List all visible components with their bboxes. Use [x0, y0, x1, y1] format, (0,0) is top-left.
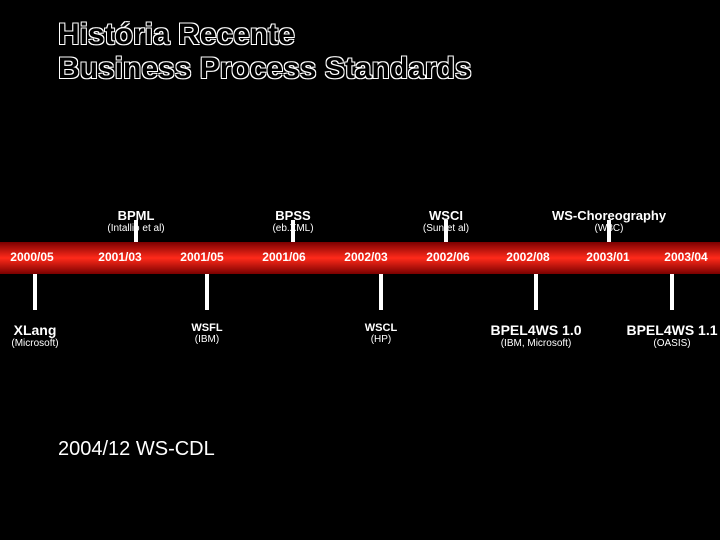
standard-name: BPEL4WS 1.0 [490, 322, 581, 338]
timeline-date: 2003/04 [664, 250, 707, 264]
standard-below: WSCL(HP) [365, 322, 397, 345]
timeline-tick-bottom [205, 274, 209, 310]
slide-title: História Recente Business Process Standa… [58, 18, 472, 85]
title-line-1: História Recente [58, 18, 295, 51]
timeline-date: 2002/06 [426, 250, 469, 264]
standard-below: WSFL(IBM) [191, 322, 222, 345]
timeline-date: 2001/05 [180, 250, 223, 264]
standard-below: XLang(Microsoft) [11, 322, 58, 349]
footer-note: 2004/12 WS-CDL [58, 438, 215, 461]
standard-below: BPEL4WS 1.1(OASIS) [626, 322, 717, 349]
standard-name: WSFL [191, 322, 222, 334]
timeline-tick-top [444, 220, 448, 242]
timeline: 2000/05 2001/03 2001/05 2001/06 2002/03 2002/… [0, 150, 720, 410]
standard-subtitle: (IBM) [191, 334, 222, 345]
timeline-tick-bottom [379, 274, 383, 310]
timeline-tick-bottom [33, 274, 37, 310]
timeline-tick-top [134, 220, 138, 242]
timeline-date: 2002/08 [506, 250, 549, 264]
timeline-date: 2003/01 [586, 250, 629, 264]
standard-name: XLang [11, 322, 58, 338]
timeline-date: 2002/03 [344, 250, 387, 264]
standard-name: BPEL4WS 1.1 [626, 322, 717, 338]
standard-name: WSCL [365, 322, 397, 334]
timeline-date: 2000/05 [10, 250, 53, 264]
timeline-tick-top [291, 220, 295, 242]
timeline-tick-top [607, 220, 611, 242]
timeline-date: 2001/03 [98, 250, 141, 264]
standard-subtitle: (OASIS) [626, 338, 717, 349]
title-line-2: Business Process Standards [58, 52, 472, 85]
timeline-tick-bottom [670, 274, 674, 310]
timeline-tick-bottom [534, 274, 538, 310]
standard-below: BPEL4WS 1.0(IBM, Microsoft) [490, 322, 581, 349]
timeline-date: 2001/06 [262, 250, 305, 264]
standard-subtitle: (HP) [365, 334, 397, 345]
standard-subtitle: (IBM, Microsoft) [490, 338, 581, 349]
standard-subtitle: (Microsoft) [11, 338, 58, 349]
